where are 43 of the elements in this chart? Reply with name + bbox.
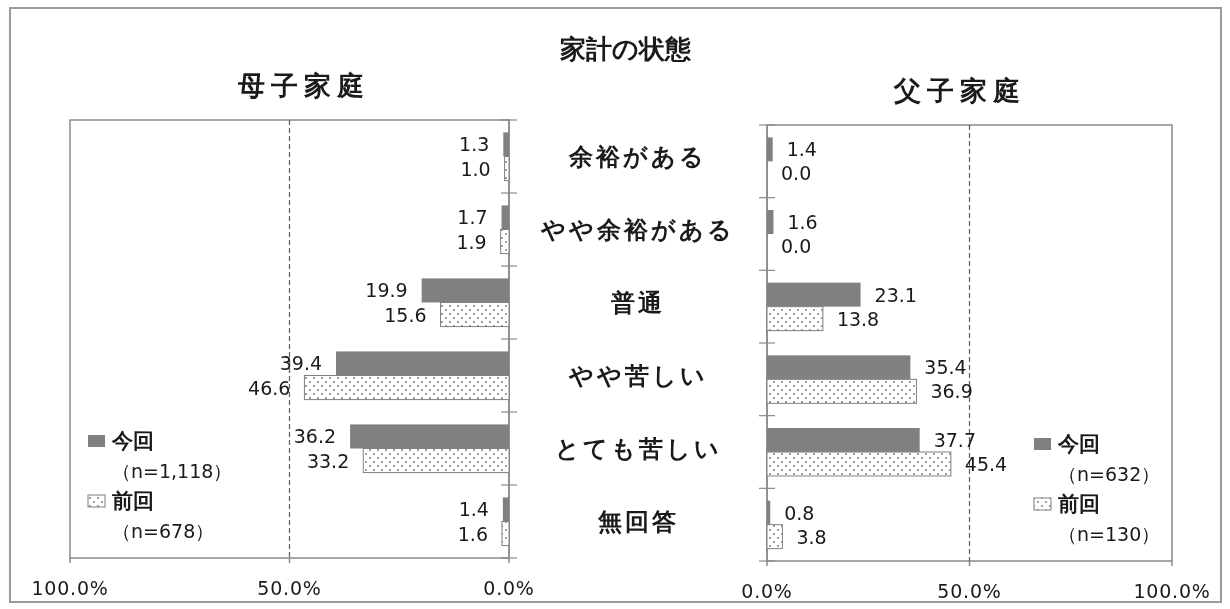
data-label: 15.6 xyxy=(384,303,427,326)
data-label: 0.8 xyxy=(784,501,815,524)
chart-subtitle: 父子家庭 xyxy=(892,75,1026,106)
legend-label: 前回（n=678） xyxy=(111,489,215,542)
data-label: 35.4 xyxy=(924,356,967,379)
data-label: 1.4 xyxy=(458,498,489,521)
data-label: 1.4 xyxy=(786,138,817,161)
data-label: 1.0 xyxy=(460,157,491,180)
data-label: 1.7 xyxy=(457,206,488,229)
data-label: 33.2 xyxy=(306,449,350,472)
y-tick-label: やや苦しい xyxy=(567,361,708,390)
data-label: 0.0 xyxy=(781,162,812,185)
data-label: 19.9 xyxy=(365,279,408,302)
x-tick-label: 0.0% xyxy=(741,580,793,602)
data-label: 3.8 xyxy=(796,525,827,548)
data-label: 39.4 xyxy=(279,352,323,375)
data-label: 46.6 xyxy=(248,376,291,399)
y-tick-label: 無回答 xyxy=(596,507,679,536)
data-label: 45.4 xyxy=(964,452,1008,475)
x-tick-label: 50.0% xyxy=(257,577,322,599)
data-label: 13.8 xyxy=(836,307,880,330)
data-label: 0.0 xyxy=(781,234,812,257)
data-label: 1.6 xyxy=(787,211,818,234)
legend-label: 前回（n=130） xyxy=(1057,492,1161,545)
data-label: 1.3 xyxy=(459,133,490,156)
y-tick-label: やや余裕がある xyxy=(540,215,735,244)
chart-subtitle: 母子家庭 xyxy=(236,70,370,101)
x-tick-label: 50.0% xyxy=(937,580,1002,602)
data-label: 1.9 xyxy=(456,230,487,253)
x-tick-label: 0.0% xyxy=(483,577,535,599)
y-tick-label: 普通 xyxy=(610,288,665,317)
data-label: 1.6 xyxy=(457,522,488,545)
text: 家計の状態 xyxy=(558,34,692,64)
y-tick-label: 余裕がある xyxy=(568,142,707,171)
data-label: 36.9 xyxy=(930,380,973,403)
y-tick-label: とても苦しい xyxy=(554,434,722,463)
data-label: 36.2 xyxy=(293,425,337,448)
legend-label: 今回（n=632） xyxy=(1057,432,1161,485)
data-label: 23.1 xyxy=(874,283,917,306)
legend-label: 今回（n=1,118） xyxy=(111,429,233,482)
x-tick-label: 100.0% xyxy=(31,577,109,599)
data-label: 37.7 xyxy=(933,429,976,452)
x-tick-label: 100.0% xyxy=(1133,580,1211,602)
